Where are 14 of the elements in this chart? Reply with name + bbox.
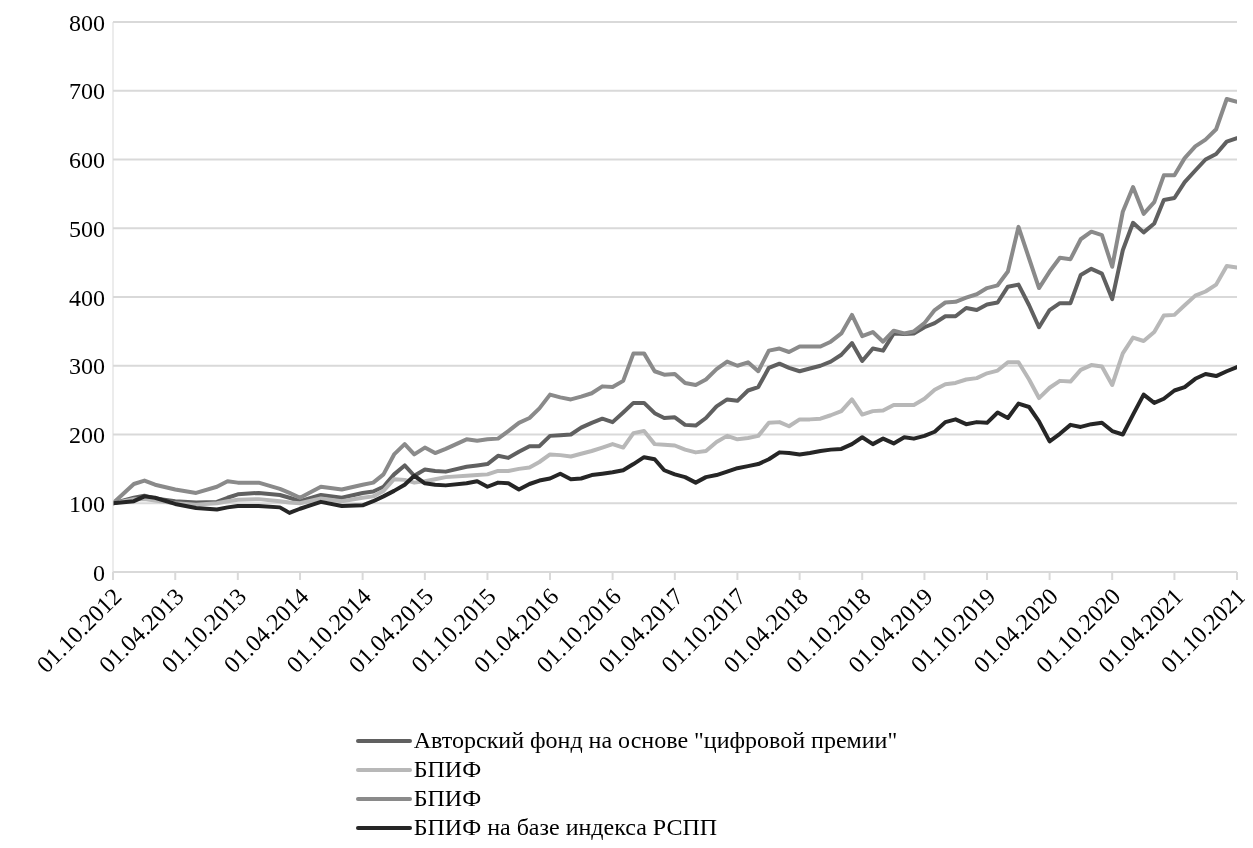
y-tick-label: 300 <box>69 353 105 380</box>
legend-label: БПИФ на базе индекса РСПП <box>413 813 718 842</box>
y-tick-label: 500 <box>69 215 105 242</box>
y-tick-label: 200 <box>69 422 105 449</box>
line-series <box>113 365 1237 515</box>
y-tick-label: 600 <box>69 147 105 174</box>
y-tick-label: 0 <box>93 559 105 586</box>
legend-label: БПИФ <box>413 755 482 784</box>
y-tick-label: 800 <box>69 9 105 36</box>
y-tick-label: 100 <box>69 490 105 517</box>
legend-label: Авторский фонд на основе "цифровой премии" <box>413 726 898 755</box>
y-tick-label: 400 <box>69 284 105 311</box>
y-tick-label: 700 <box>69 78 105 105</box>
legend-label: БПИФ <box>413 784 482 813</box>
